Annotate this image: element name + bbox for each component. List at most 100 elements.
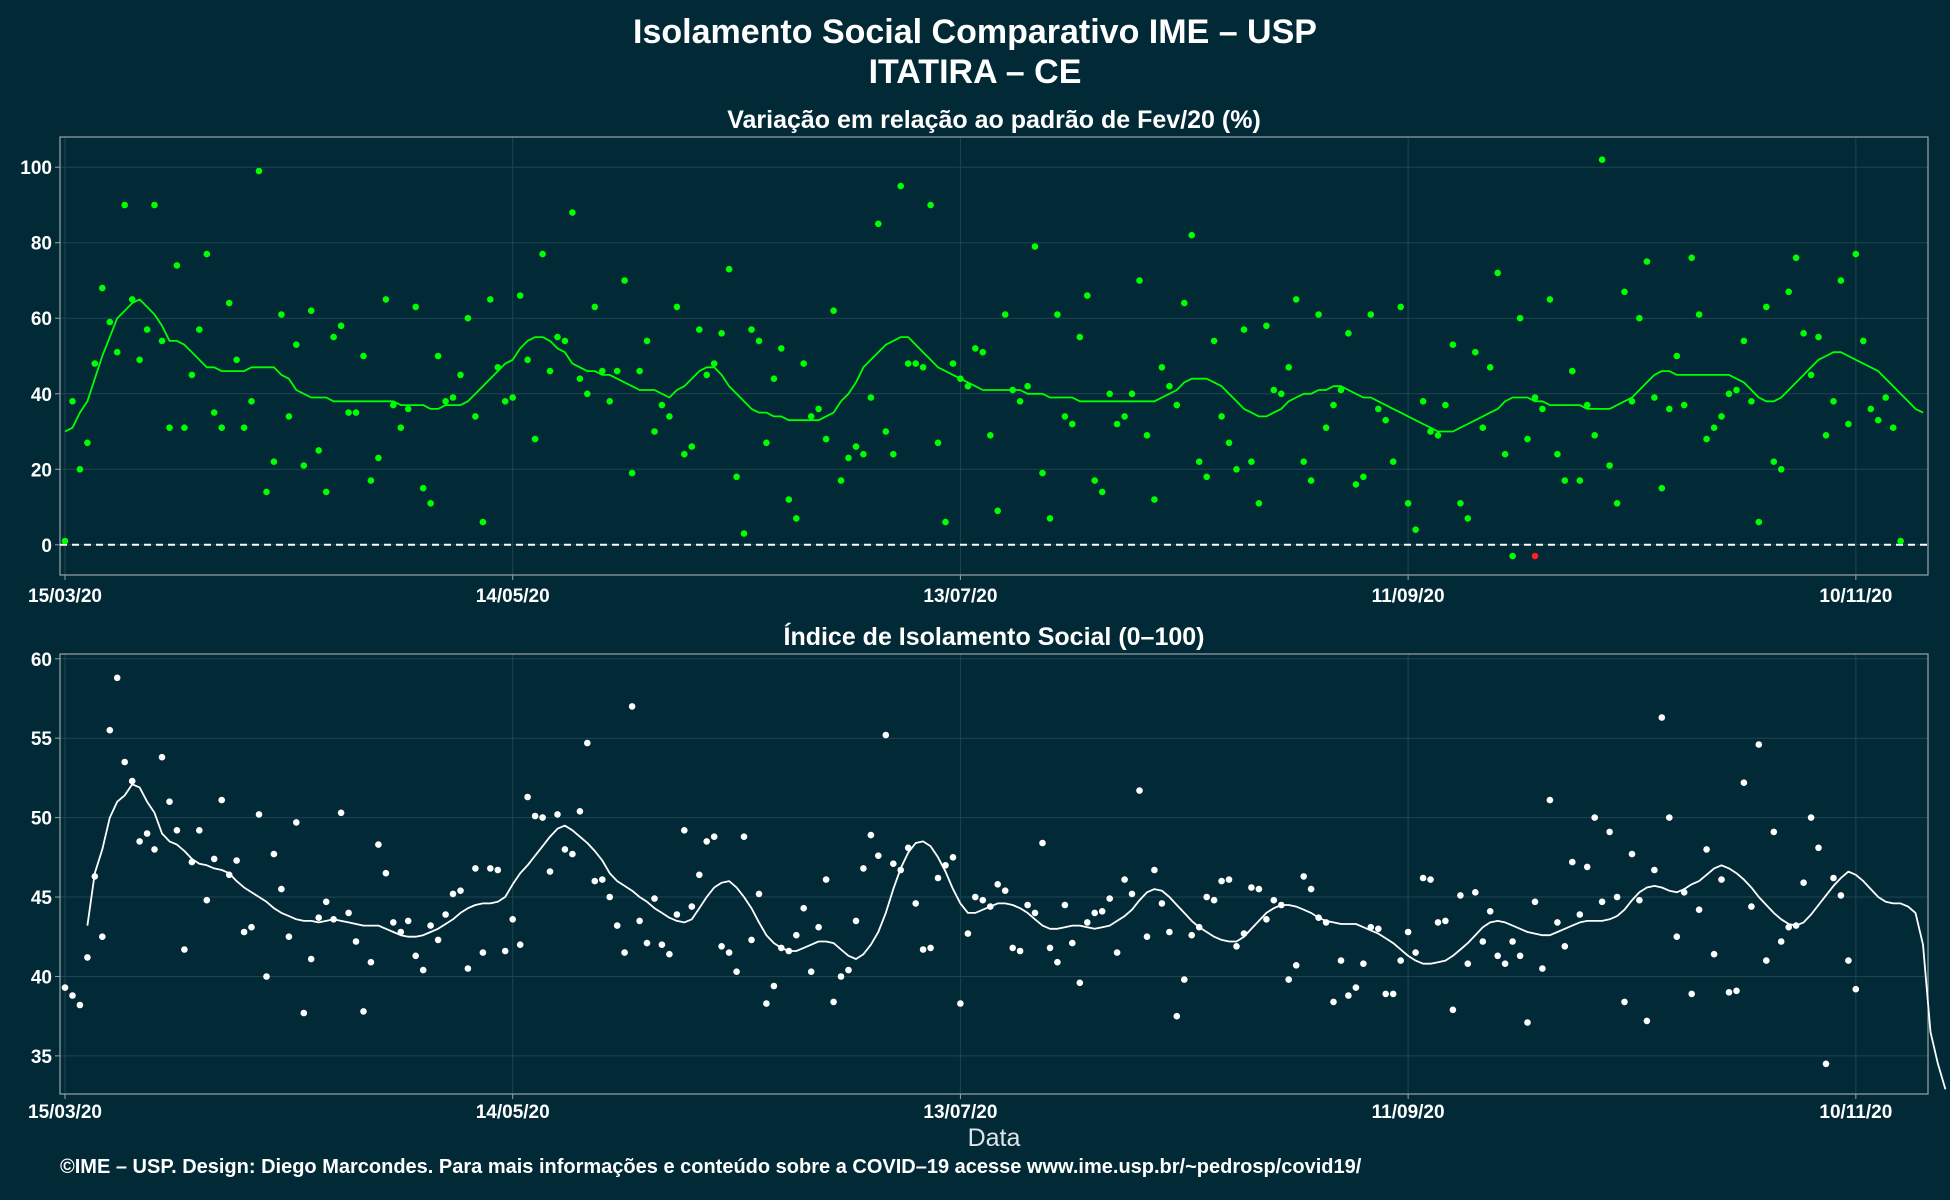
data-point xyxy=(1024,901,1031,909)
data-point xyxy=(927,944,934,952)
data-point xyxy=(1457,892,1464,899)
x-tick-label: 13/07/20 xyxy=(923,1102,997,1123)
data-point xyxy=(1501,960,1509,967)
data-point xyxy=(1472,348,1479,356)
data-point xyxy=(1151,866,1158,874)
data-point xyxy=(1001,887,1009,894)
data-point xyxy=(1084,292,1091,299)
data-point xyxy=(1330,401,1337,409)
data-point xyxy=(1061,901,1069,909)
data-point xyxy=(531,812,539,820)
data-point xyxy=(1292,296,1300,303)
data-point xyxy=(1240,326,1248,333)
data-point xyxy=(1598,156,1606,163)
data-point xyxy=(1688,990,1695,998)
data-point xyxy=(606,893,613,901)
data-point xyxy=(1680,401,1688,409)
data-point xyxy=(188,371,196,379)
data-point xyxy=(987,432,994,439)
data-point xyxy=(1188,931,1195,939)
data-point xyxy=(330,333,337,341)
data-point xyxy=(1486,908,1494,915)
data-point xyxy=(1569,858,1576,866)
data-point xyxy=(509,394,516,401)
data-point xyxy=(897,182,904,190)
x-tick-label: 10/11/20 xyxy=(1819,586,1892,607)
data-point xyxy=(181,946,188,953)
data-point xyxy=(1054,958,1061,966)
data-point xyxy=(285,933,293,940)
data-point xyxy=(897,866,904,874)
data-point xyxy=(1837,892,1845,899)
x-tick-label: 15/03/20 xyxy=(28,1102,102,1123)
data-point xyxy=(1651,394,1658,401)
panel-border xyxy=(59,653,1929,1095)
data-point xyxy=(1307,477,1315,484)
data-point xyxy=(375,841,382,848)
data-point xyxy=(1546,796,1554,804)
data-point xyxy=(1218,413,1225,420)
data-point xyxy=(815,923,822,931)
data-point xyxy=(360,352,367,360)
data-point xyxy=(240,928,248,936)
data-point xyxy=(1195,458,1203,466)
data-point xyxy=(979,896,987,904)
data-point xyxy=(1837,277,1845,284)
data-point xyxy=(1845,420,1852,428)
data-point xyxy=(845,454,852,462)
data-point xyxy=(1263,916,1270,923)
data-point xyxy=(464,314,472,322)
data-point xyxy=(1166,928,1173,936)
data-point xyxy=(763,439,770,447)
data-point xyxy=(1367,311,1375,318)
data-point xyxy=(1539,405,1546,413)
data-point xyxy=(1763,957,1770,964)
data-point xyxy=(1330,998,1337,1006)
data-point xyxy=(785,947,793,955)
data-point xyxy=(703,838,710,845)
data-point xyxy=(949,360,957,367)
data-point xyxy=(636,367,643,375)
data-point xyxy=(875,852,882,859)
data-point xyxy=(591,877,599,885)
data-point xyxy=(1673,352,1681,360)
data-point xyxy=(934,439,942,447)
data-point xyxy=(1181,299,1188,307)
data-point xyxy=(1173,401,1181,409)
data-point xyxy=(1531,394,1539,401)
data-point xyxy=(1897,537,1904,545)
data-point xyxy=(99,933,106,940)
data-point-negative xyxy=(1531,552,1539,560)
data-point xyxy=(569,209,576,216)
data-point xyxy=(1680,889,1688,896)
data-point xyxy=(837,973,845,980)
data-point xyxy=(1225,876,1233,883)
data-point xyxy=(755,337,763,345)
data-point xyxy=(1337,386,1345,394)
data-point xyxy=(1703,846,1710,853)
data-point xyxy=(1606,462,1613,469)
data-point xyxy=(1479,938,1487,945)
data-point xyxy=(1016,398,1024,405)
data-point xyxy=(1278,901,1285,909)
data-point xyxy=(1554,450,1561,458)
data-point xyxy=(151,201,158,209)
data-point xyxy=(84,954,91,961)
data-point xyxy=(121,758,128,766)
data-point xyxy=(1539,965,1546,972)
data-point xyxy=(800,904,807,912)
data-point xyxy=(1852,985,1860,993)
data-point xyxy=(904,360,912,367)
data-point xyxy=(643,337,651,345)
data-point xyxy=(472,413,479,420)
data-point xyxy=(1345,330,1352,337)
data-point xyxy=(807,413,815,420)
data-point xyxy=(1352,481,1360,488)
data-point xyxy=(345,909,352,917)
data-point xyxy=(1427,876,1434,883)
daily-points xyxy=(61,674,1860,1068)
data-point xyxy=(1442,917,1449,925)
data-point xyxy=(1121,876,1128,883)
data-point xyxy=(173,262,181,269)
data-point xyxy=(330,916,337,923)
